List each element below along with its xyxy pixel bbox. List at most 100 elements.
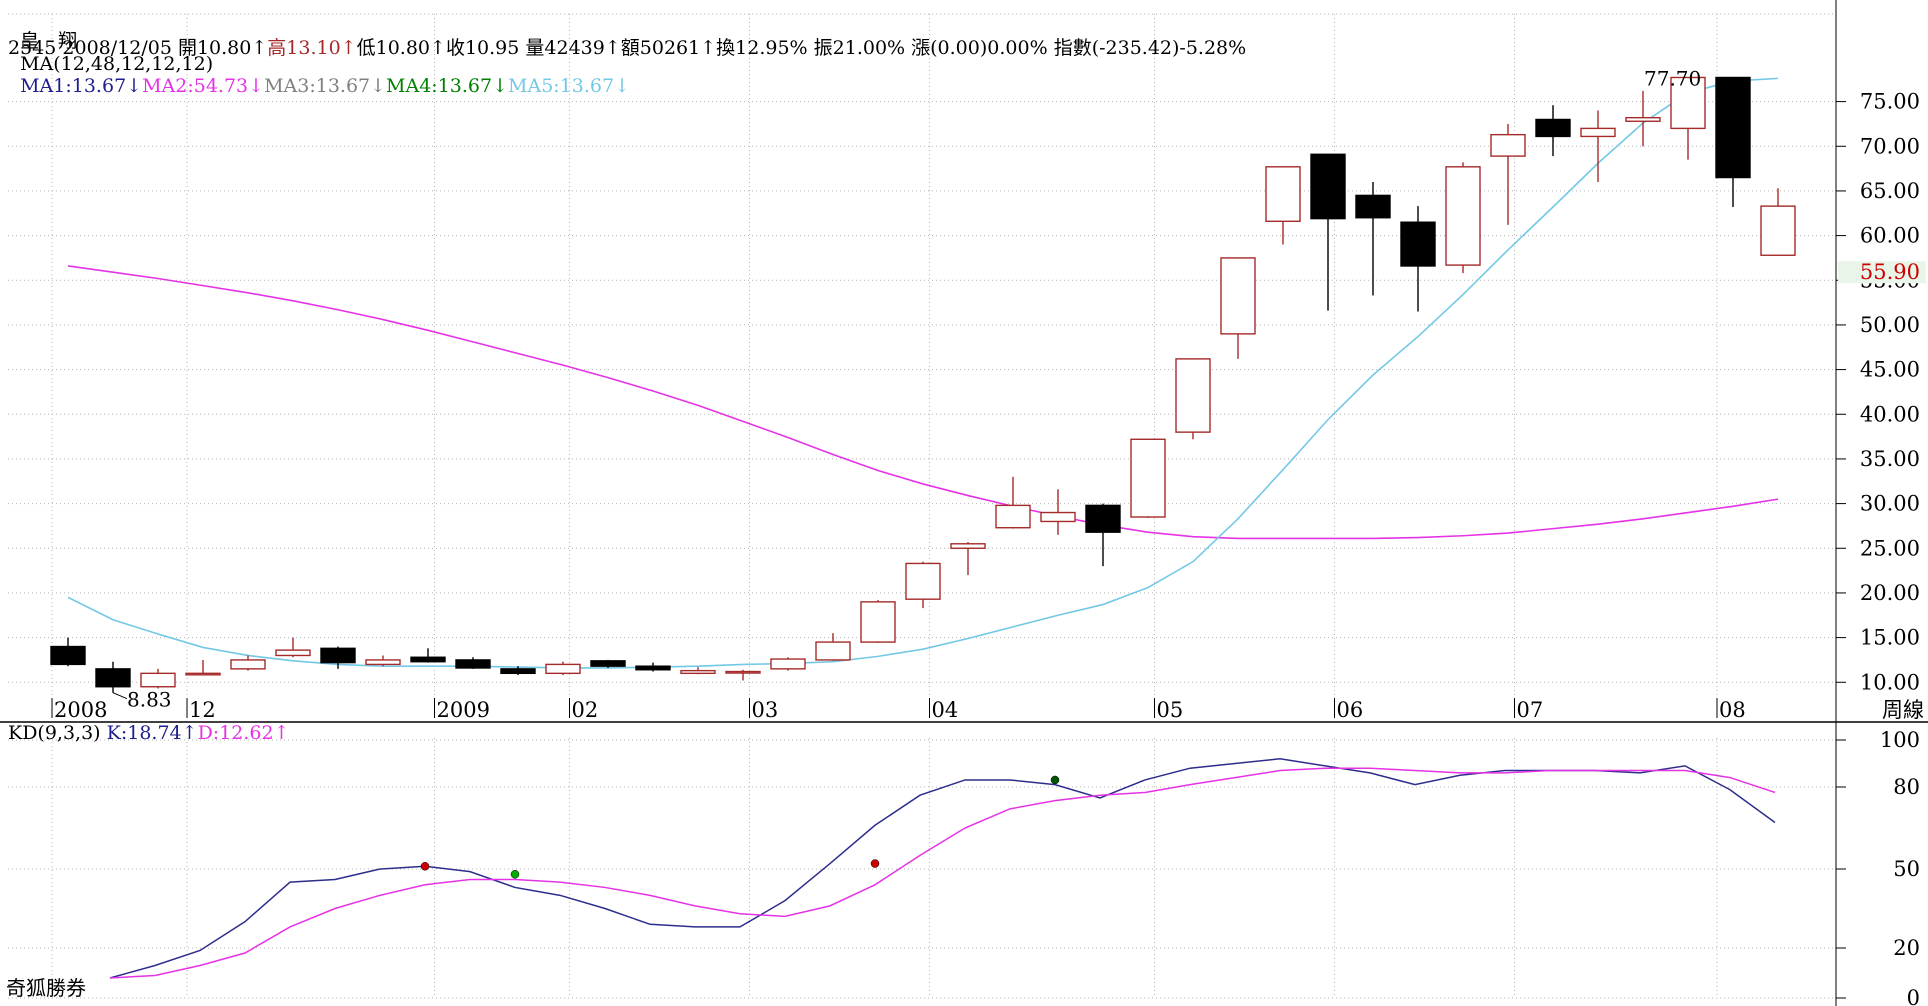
kd-signal-marker xyxy=(1050,775,1060,785)
kd-header: KD(9,3,3) K:18.74↑D:12.62↑ xyxy=(8,722,290,744)
kd-tick-label: 0 xyxy=(1907,986,1920,1006)
price-tick-label: 60.00 xyxy=(1860,224,1920,248)
candle-body-up xyxy=(1445,166,1481,266)
candle-body-up xyxy=(1580,127,1616,138)
candle xyxy=(545,661,581,676)
candle-body-down xyxy=(50,645,86,666)
candle xyxy=(1670,76,1706,160)
candle xyxy=(590,659,626,668)
candle-body-up xyxy=(1265,166,1301,223)
high-annotation: 77.70 xyxy=(1644,66,1701,90)
candle xyxy=(680,667,716,675)
candle xyxy=(275,637,311,658)
time-tick-label: 2008 xyxy=(54,698,107,722)
candle xyxy=(950,542,986,576)
candle-body-up xyxy=(1040,511,1076,523)
price-tick-label: 40.00 xyxy=(1860,402,1920,426)
kd-label: KD(9,3,3) xyxy=(8,722,101,744)
k-line xyxy=(109,758,1776,979)
candlesticks xyxy=(50,76,1796,693)
candle xyxy=(905,561,941,609)
kd-signal-marker xyxy=(510,870,520,879)
time-tick-label: 02 xyxy=(572,698,599,722)
ma-pink-line xyxy=(67,265,1779,540)
candle xyxy=(1625,90,1661,147)
candle xyxy=(1040,489,1076,535)
candle xyxy=(1715,76,1751,208)
candle-body-up xyxy=(1670,76,1706,130)
time-tick-label: 06 xyxy=(1337,698,1364,722)
candle-body-up xyxy=(185,672,221,676)
candle-body-up xyxy=(275,649,311,657)
amplitude: 振21.00% xyxy=(813,37,906,59)
price-tick-label: 50.00 xyxy=(1860,313,1920,337)
candle xyxy=(1760,188,1796,256)
turnover: 換12.95% xyxy=(716,37,808,59)
candle xyxy=(365,655,401,667)
k-value: K:18.74↑ xyxy=(106,722,198,744)
d-line xyxy=(109,767,1776,979)
candle-body-up xyxy=(1175,358,1211,433)
candle-body-down xyxy=(1715,76,1751,179)
low-annotation-pointer xyxy=(112,692,128,700)
candle-body-down xyxy=(455,659,491,669)
period-label: 周線 xyxy=(1882,698,1924,722)
candle xyxy=(1130,438,1166,518)
candle-body-down xyxy=(590,660,626,667)
price-header: 皇 翔 MA(12,48,12,12,12) MA1:13.67↓MA2:54.… xyxy=(8,4,630,97)
price-marker-bg xyxy=(1838,261,1926,284)
price-tick-label: 15.00 xyxy=(1860,626,1920,650)
candle-body-down xyxy=(410,656,446,663)
price-marker: 55.90 xyxy=(1860,260,1920,284)
candle-body-down xyxy=(1085,504,1121,533)
ma5-value: MA5:13.67↓ xyxy=(508,75,631,97)
candle xyxy=(725,669,761,681)
candle xyxy=(815,633,851,661)
candle-body-up xyxy=(950,543,986,549)
candle xyxy=(1490,123,1526,225)
candle-body-up xyxy=(995,504,1031,529)
price-tick-label: 45.00 xyxy=(1860,358,1920,382)
kd-tick-label: 50 xyxy=(1893,857,1920,881)
ma2-value: MA2:54.73↓ xyxy=(142,75,265,97)
candle-body-down xyxy=(1535,118,1571,138)
candle xyxy=(1175,358,1211,440)
candle xyxy=(95,661,131,693)
candle-body-up xyxy=(1625,116,1661,122)
candle-body-up xyxy=(860,601,896,643)
change: 漲(0.00)0.00% xyxy=(911,37,1048,59)
candle xyxy=(1355,182,1391,296)
candle xyxy=(770,657,806,671)
time-tick-label: 05 xyxy=(1157,698,1184,722)
kd-signal-marker xyxy=(870,859,880,868)
candle-body-down xyxy=(500,668,536,675)
candle-body-up xyxy=(1220,257,1256,335)
candle-body-up xyxy=(905,562,941,600)
candle xyxy=(140,668,176,689)
candle xyxy=(860,600,896,643)
price-tick-label: 10.00 xyxy=(1860,670,1920,694)
ma3-value: MA3:13.67↓ xyxy=(264,75,387,97)
price-tick-label: 20.00 xyxy=(1860,581,1920,605)
candle-body-up xyxy=(725,670,761,674)
candle xyxy=(1220,257,1256,359)
candle-body-up xyxy=(815,641,851,661)
candle-body-up xyxy=(1490,133,1526,157)
ma-blue-line xyxy=(67,77,1779,669)
candle xyxy=(455,657,491,669)
quote-header: 2545 2008/12/05 開10.80↑高13.10↑低10.80↑收10… xyxy=(8,33,1246,60)
d-value: D:12.62↑ xyxy=(197,722,290,744)
candle xyxy=(1580,110,1616,182)
kd-tick-label: 80 xyxy=(1893,775,1920,799)
price-tick-label: 65.00 xyxy=(1860,179,1920,203)
candle-body-down xyxy=(1400,221,1436,267)
index-change: 指數(-235.42)-5.28% xyxy=(1053,37,1247,59)
moving-average-lines xyxy=(67,77,1779,669)
price-tick-label: 75.00 xyxy=(1860,90,1920,114)
price-tick-label: 30.00 xyxy=(1860,492,1920,516)
candle xyxy=(1400,206,1436,312)
ma-definition: MA(12,48,12,12,12) xyxy=(20,53,214,75)
candle-body-up xyxy=(230,659,266,670)
